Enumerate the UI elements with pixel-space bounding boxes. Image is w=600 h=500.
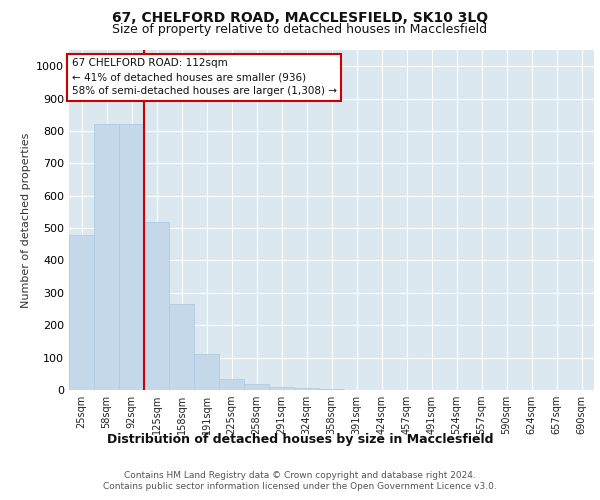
Bar: [244, 384, 269, 390]
Bar: [219, 378, 244, 390]
Text: Size of property relative to detached houses in Macclesfield: Size of property relative to detached ho…: [112, 22, 488, 36]
Text: Distribution of detached houses by size in Macclesfield: Distribution of detached houses by size …: [107, 432, 493, 446]
Bar: [269, 387, 294, 390]
Text: Contains public sector information licensed under the Open Government Licence v3: Contains public sector information licen…: [103, 482, 497, 491]
Bar: [94, 124, 119, 390]
Text: Contains HM Land Registry data © Crown copyright and database right 2024.: Contains HM Land Registry data © Crown c…: [124, 471, 476, 480]
Bar: [294, 388, 319, 390]
Text: 67 CHELFORD ROAD: 112sqm
← 41% of detached houses are smaller (936)
58% of semi-: 67 CHELFORD ROAD: 112sqm ← 41% of detach…: [71, 58, 337, 96]
Bar: [194, 354, 219, 390]
Bar: [169, 304, 194, 390]
Bar: [119, 124, 144, 390]
Bar: [319, 389, 344, 390]
Y-axis label: Number of detached properties: Number of detached properties: [20, 132, 31, 308]
Bar: [69, 234, 94, 390]
Text: 67, CHELFORD ROAD, MACCLESFIELD, SK10 3LQ: 67, CHELFORD ROAD, MACCLESFIELD, SK10 3L…: [112, 11, 488, 25]
Bar: [144, 222, 169, 390]
